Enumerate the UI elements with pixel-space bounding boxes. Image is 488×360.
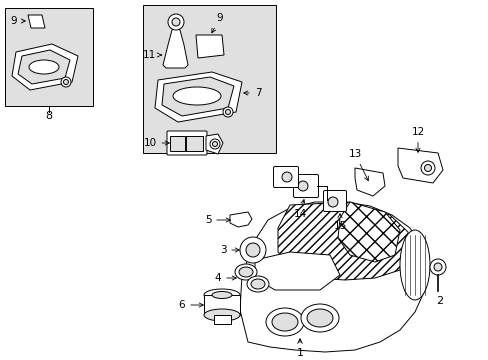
Ellipse shape — [29, 60, 59, 74]
Ellipse shape — [399, 230, 429, 300]
Ellipse shape — [301, 304, 338, 332]
Circle shape — [420, 161, 434, 175]
FancyBboxPatch shape — [213, 315, 230, 324]
Text: 5: 5 — [204, 215, 230, 225]
Circle shape — [327, 197, 337, 207]
FancyBboxPatch shape — [293, 175, 318, 198]
FancyBboxPatch shape — [5, 8, 93, 106]
Circle shape — [168, 14, 183, 30]
Text: 6: 6 — [178, 300, 203, 310]
Ellipse shape — [271, 313, 297, 331]
Polygon shape — [18, 50, 70, 84]
Polygon shape — [337, 202, 399, 262]
Polygon shape — [162, 77, 234, 116]
Circle shape — [297, 181, 307, 191]
Text: 4: 4 — [214, 273, 236, 283]
Text: 13: 13 — [347, 149, 367, 181]
Ellipse shape — [250, 279, 264, 289]
Text: 7: 7 — [243, 88, 261, 98]
FancyBboxPatch shape — [273, 166, 298, 188]
FancyBboxPatch shape — [323, 190, 346, 212]
Polygon shape — [354, 168, 384, 196]
Ellipse shape — [239, 267, 252, 277]
Circle shape — [282, 172, 291, 182]
Text: 11: 11 — [142, 50, 161, 60]
Polygon shape — [240, 202, 427, 352]
Circle shape — [429, 259, 445, 275]
Circle shape — [212, 141, 217, 147]
FancyBboxPatch shape — [185, 135, 202, 150]
Polygon shape — [163, 28, 187, 68]
Polygon shape — [155, 72, 242, 122]
Text: 8: 8 — [45, 111, 52, 121]
Polygon shape — [397, 148, 442, 183]
Text: 15: 15 — [333, 214, 346, 231]
Circle shape — [223, 107, 232, 117]
Bar — [203, 295, 240, 315]
Polygon shape — [12, 44, 78, 90]
Circle shape — [61, 77, 71, 87]
FancyBboxPatch shape — [169, 135, 184, 150]
Ellipse shape — [173, 87, 221, 105]
Text: 14: 14 — [293, 199, 306, 219]
Ellipse shape — [203, 289, 240, 301]
Circle shape — [225, 109, 230, 114]
Text: 2: 2 — [436, 296, 443, 306]
Circle shape — [424, 165, 430, 171]
Ellipse shape — [235, 264, 257, 280]
Ellipse shape — [265, 308, 304, 336]
Circle shape — [245, 243, 260, 257]
Ellipse shape — [203, 309, 240, 321]
Polygon shape — [254, 252, 339, 290]
Text: 10: 10 — [143, 138, 169, 148]
Polygon shape — [196, 35, 224, 58]
Circle shape — [240, 237, 265, 263]
Polygon shape — [28, 15, 45, 28]
FancyBboxPatch shape — [167, 131, 206, 155]
Polygon shape — [229, 212, 251, 227]
Circle shape — [63, 80, 68, 85]
Text: 9: 9 — [211, 13, 223, 33]
Polygon shape — [205, 134, 223, 154]
Circle shape — [209, 139, 220, 149]
Circle shape — [172, 18, 180, 26]
Ellipse shape — [246, 276, 268, 292]
Text: 3: 3 — [219, 245, 239, 255]
Ellipse shape — [212, 292, 231, 298]
Text: 12: 12 — [410, 127, 424, 152]
Circle shape — [433, 263, 441, 271]
Text: 1: 1 — [296, 339, 303, 358]
Polygon shape — [278, 202, 409, 280]
Ellipse shape — [306, 309, 332, 327]
FancyBboxPatch shape — [142, 5, 275, 153]
Text: 9: 9 — [11, 16, 25, 26]
